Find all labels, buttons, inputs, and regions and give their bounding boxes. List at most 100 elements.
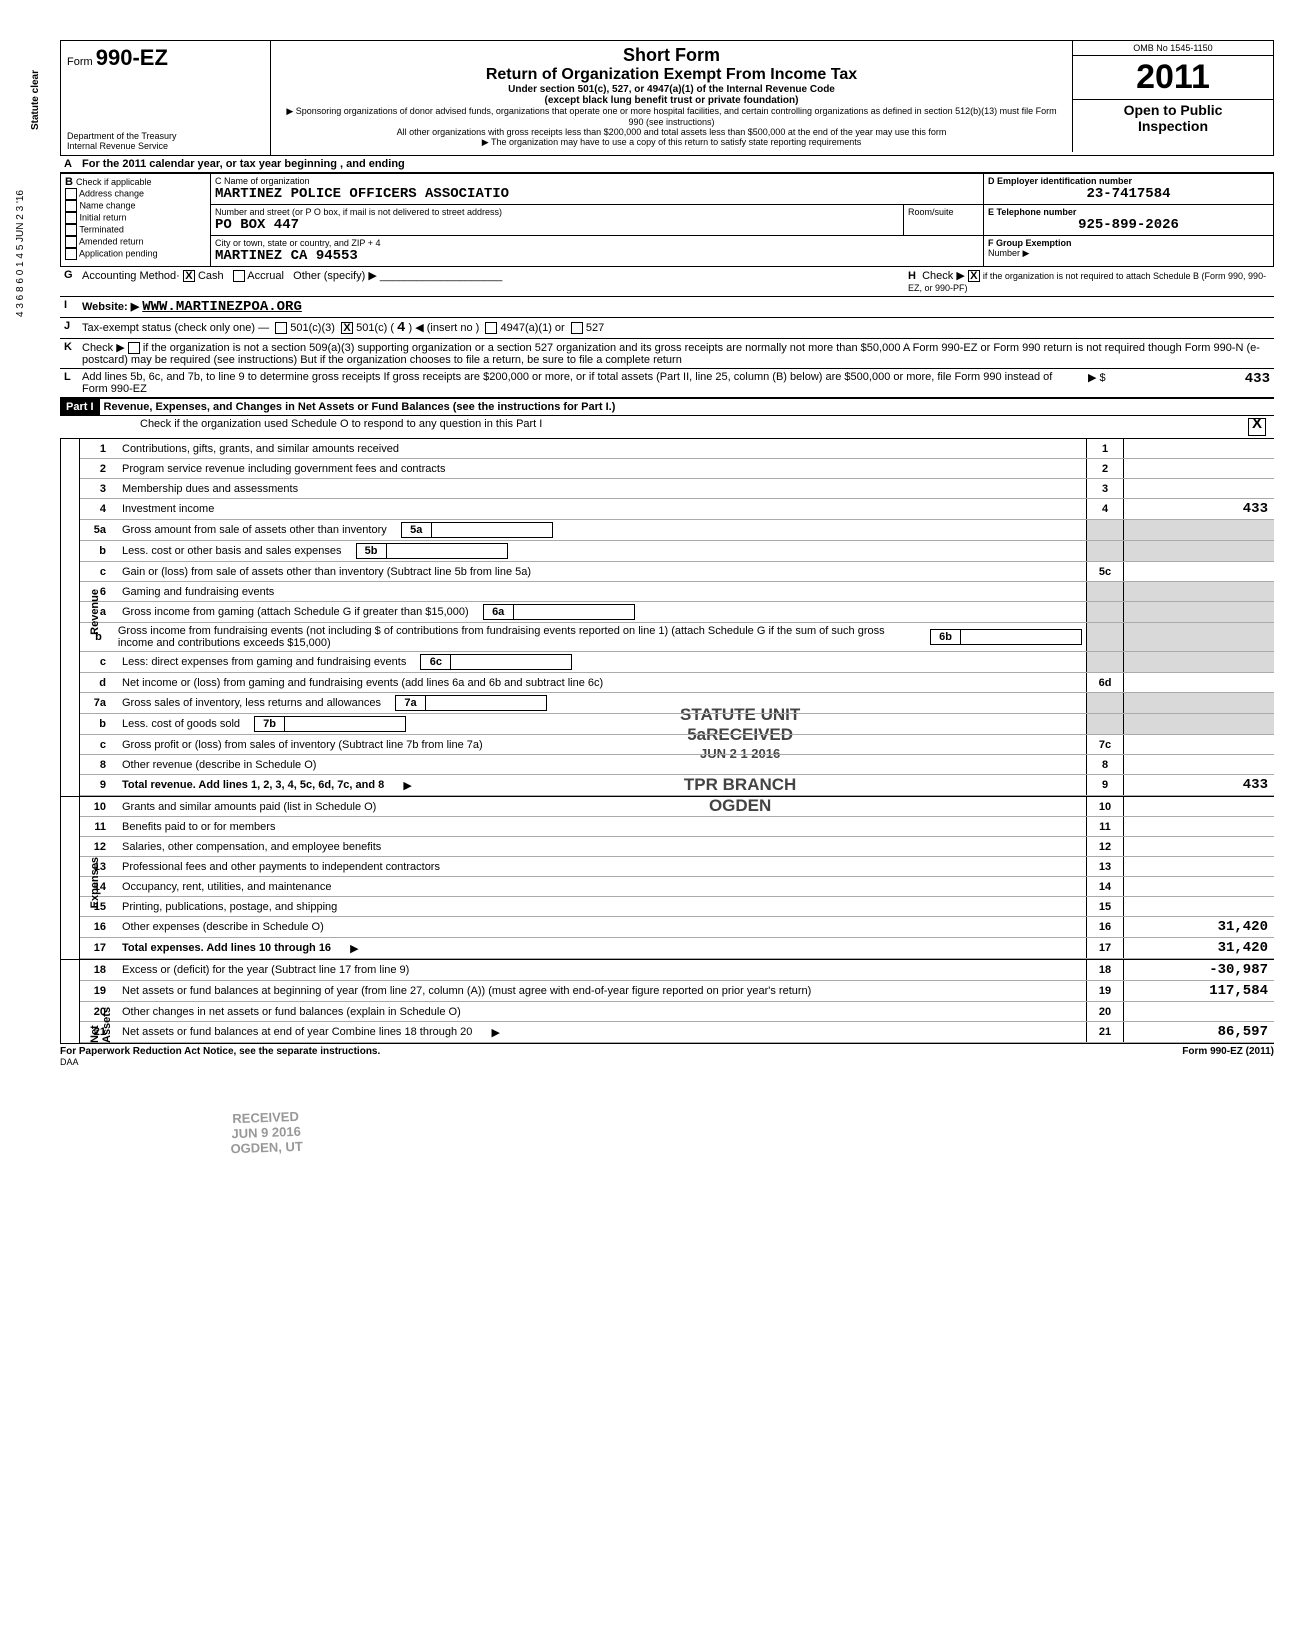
line-number: c [84,739,114,751]
501c-insert: ) ◀ (insert no ) [409,322,480,334]
4947-label: 4947(a)(1) or [501,322,565,334]
result-value [1124,439,1274,458]
result-number: 7c [1086,735,1124,754]
inner-box-val[interactable] [426,696,546,710]
line-text: Other expenses (describe in Schedule O) [122,921,324,933]
check-if-applicable: Check if applicable [76,177,152,187]
inner-box-key: 7b [255,717,285,731]
result-number: 15 [1086,897,1124,916]
result-value: 433 [1124,499,1274,519]
result-value [1124,837,1274,856]
footer-daa: DAA [60,1057,1274,1067]
line-text: Gross income from fundraising events (no… [118,625,916,649]
line-text: Gross sales of inventory, less returns a… [122,697,381,709]
expenses-side-label: Expenses [89,857,101,908]
line-number: 18 [84,964,114,976]
line-text: Gross income from gaming (attach Schedul… [122,606,469,618]
tax-exempt-label: Tax-exempt status (check only one) — [82,322,269,334]
result-value-gray [1124,623,1274,651]
checkbox-amended-return[interactable] [65,236,77,248]
4947-checkbox[interactable] [485,322,497,334]
inner-box-key: 6c [421,655,451,669]
result-number-gray [1086,693,1124,713]
inner-box-key: 7a [396,696,426,710]
line-text: Occupancy, rent, utilities, and maintena… [122,881,332,893]
line-k-checkbox[interactable] [128,342,140,354]
cash-checkbox[interactable]: X [183,270,195,282]
result-number-gray [1086,602,1124,622]
revenue-side-label: Revenue [89,589,101,635]
result-number: 4 [1086,499,1124,519]
inner-box-val[interactable] [285,717,405,731]
result-number: 10 [1086,797,1124,816]
line-l-arrow: ▶ $ [1084,369,1124,397]
city-value: MARTINEZ CA 94553 [215,248,979,264]
result-number: 12 [1086,837,1124,856]
website-value: WWW.MARTINEZPOA.ORG [142,299,302,315]
open-to-public: Open to Public [1077,102,1269,118]
result-number: 3 [1086,479,1124,498]
line-text: Gross profit or (loss) from sales of inv… [122,739,483,751]
line-text: Total revenue. Add lines 1, 2, 3, 4, 5c,… [122,779,384,791]
result-number-gray [1086,714,1124,734]
result-value: 433 [1124,775,1274,795]
received-stamp-1: RECEIVED [229,1109,302,1127]
line-text: Investment income [122,503,214,515]
result-number: 1 [1086,439,1124,458]
line-number: c [84,566,114,578]
line-text: Total expenses. Add lines 10 through 16 [122,942,331,954]
line-text: Program service revenue including govern… [122,463,445,475]
result-value-gray [1124,714,1274,734]
inner-box-val[interactable] [432,523,552,537]
line-text: Net assets or fund balances at end of ye… [122,1026,472,1038]
result-value: 31,420 [1124,917,1274,937]
result-number-gray [1086,652,1124,672]
inner-box-key: 6a [484,605,514,619]
opt-label: Amended return [79,236,144,246]
line-text: Gain or (loss) from sale of assets other… [122,566,531,578]
line-number: 7a [84,697,114,709]
result-number: 6d [1086,673,1124,692]
line-text: Less. cost of goods sold [122,718,240,730]
subtitle-1: Under section 501(c), 527, or 4947(a)(1)… [281,84,1062,95]
line-text: Gross amount from sale of assets other t… [122,524,387,536]
checkbox-name-change[interactable] [65,200,77,212]
opt-label: Address change [79,188,144,198]
other-specify-label: Other (specify) ▶ [293,270,377,282]
line-number: d [84,677,114,689]
accrual-checkbox[interactable] [233,270,245,282]
result-number-gray [1086,520,1124,540]
line-number: 16 [84,921,114,933]
result-value [1124,857,1274,876]
omb-number: OMB No 1545-1150 [1073,41,1273,56]
result-number-gray [1086,582,1124,601]
part-1-tab: Part I [60,399,100,415]
result-number: 21 [1086,1022,1124,1042]
inner-box-val[interactable] [451,655,571,669]
line-text: Less. cost or other basis and sales expe… [122,545,342,557]
result-value [1124,735,1274,754]
label-j: J [60,318,78,338]
checkbox-address-change[interactable] [65,188,77,200]
527-checkbox[interactable] [571,322,583,334]
result-value [1124,479,1274,498]
checkbox-terminated[interactable] [65,224,77,236]
checkbox-initial-return[interactable] [65,212,77,224]
501c-checkbox[interactable]: X [341,322,353,334]
schedule-b-checkbox[interactable]: X [968,270,980,282]
footer-right: Form 990-EZ (2011) [1182,1046,1274,1057]
schedule-o-checkbox[interactable]: X [1248,418,1266,436]
netassets-side-label: Net Assets [89,990,113,1043]
checkbox-application-pending[interactable] [65,248,77,260]
inner-box-val[interactable] [961,630,1081,644]
inner-box-val[interactable] [514,605,634,619]
received-stamp-3: OGDEN, UT [230,1139,303,1157]
label-c: C Name of organization [215,176,979,186]
inner-box-val[interactable] [387,544,507,558]
result-value [1124,459,1274,478]
line-number: 4 [84,503,114,515]
501c3-checkbox[interactable] [275,322,287,334]
result-value-gray [1124,652,1274,672]
part-1-title: Revenue, Expenses, and Changes in Net As… [100,399,1274,415]
result-number: 13 [1086,857,1124,876]
